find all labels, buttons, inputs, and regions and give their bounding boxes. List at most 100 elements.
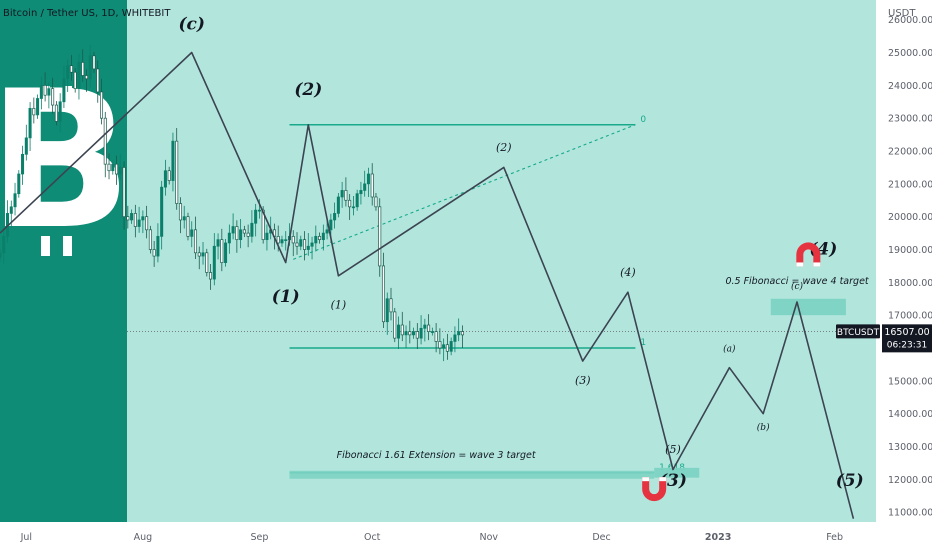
- candle-body: [13, 193, 17, 208]
- candle-body: [163, 170, 167, 188]
- price-tick-label: 18000.00: [888, 278, 932, 289]
- candle-body: [186, 216, 190, 237]
- candle-body: [351, 206, 355, 209]
- price-tick-label: 23000.00: [888, 114, 932, 125]
- time-axis-panel[interactable]: [0, 522, 876, 550]
- bitcoin-icon-bar: [63, 86, 72, 106]
- candle-body: [257, 209, 261, 212]
- candle-body: [442, 344, 446, 349]
- candle-body: [39, 85, 43, 99]
- candle-body: [318, 236, 322, 241]
- candle-body: [28, 107, 32, 139]
- time-axis[interactable]: Jul Aug Sep Oct Nov Dec 2023 Feb: [20, 532, 843, 543]
- candle-body: [216, 239, 220, 247]
- candle-body: [250, 222, 254, 237]
- wave-3-target-band: [289, 470, 655, 479]
- candle-body: [370, 173, 374, 198]
- wave-label: (1): [272, 287, 300, 307]
- candle-body: [107, 163, 111, 172]
- candle-body: [17, 173, 21, 195]
- magnet-tip: [642, 477, 650, 482]
- candle-body: [242, 229, 246, 234]
- wave-label: (3): [575, 374, 591, 387]
- candle-body: [224, 242, 228, 263]
- wave-label: (2): [496, 141, 512, 154]
- candle-body: [359, 190, 363, 195]
- magnet-tip: [796, 262, 804, 267]
- candle-body: [321, 232, 325, 241]
- candle-body: [314, 236, 318, 244]
- annotation-text: 0.5 Fibonacci = wave 4 target: [725, 276, 869, 287]
- candle-body: [66, 65, 70, 80]
- time-tick-label: Sep: [250, 532, 268, 543]
- candle-body: [62, 78, 66, 103]
- time-tick-label: Dec: [592, 532, 610, 543]
- candle-body: [69, 65, 73, 73]
- candle-body: [389, 298, 393, 313]
- candle-body: [197, 252, 201, 257]
- time-tick-label: Aug: [134, 532, 153, 543]
- candle-body: [261, 209, 265, 241]
- price-tick-label: 20000.00: [888, 212, 932, 223]
- price-tick-label: 11000.00: [888, 508, 932, 519]
- candle-body: [363, 183, 367, 191]
- wave-label: (b): [757, 422, 770, 433]
- candle-body: [438, 341, 442, 349]
- candle-body: [182, 216, 186, 221]
- candle-body: [92, 55, 96, 70]
- candle-body: [9, 206, 13, 214]
- candle-body: [408, 331, 412, 336]
- bar-countdown-label: 06:23:31: [887, 340, 927, 350]
- candle-body: [130, 213, 134, 221]
- time-tick-label: 2023: [705, 532, 731, 543]
- candlestick-series: [0, 44, 464, 362]
- candle-body: [427, 324, 431, 332]
- wave-label: (2): [294, 80, 322, 100]
- candle-body: [51, 88, 55, 106]
- wave-3-target-zone: [654, 467, 700, 478]
- bitcoin-icon-bar: [41, 236, 50, 256]
- symbol-tag-bg: [836, 324, 880, 339]
- symbol-title: Bitcoin / Tether US, 1D, WHITEBIT: [3, 8, 171, 19]
- bitcoin-icon-bar: [63, 236, 72, 256]
- candle-body: [156, 236, 160, 257]
- price-tick-label: 24000.00: [888, 81, 932, 92]
- candle-body: [430, 331, 434, 333]
- candle-body: [220, 239, 224, 263]
- candle-body: [348, 199, 352, 208]
- candle-body: [160, 186, 164, 237]
- time-tick-label: Oct: [364, 532, 381, 543]
- price-tick-label: 12000.00: [888, 475, 932, 486]
- candle-body: [336, 196, 340, 214]
- candle-body: [400, 324, 404, 336]
- candle-body: [201, 252, 205, 257]
- candle-body: [77, 62, 81, 89]
- candle-body: [148, 229, 152, 250]
- candle-body: [2, 236, 6, 254]
- candle-body: [344, 190, 348, 201]
- candle-body: [152, 249, 156, 257]
- candle-body: [81, 62, 85, 76]
- candle-body: [340, 190, 344, 198]
- candle-body: [415, 331, 419, 339]
- price-tag-bg: [882, 324, 932, 353]
- candle-body: [239, 229, 243, 241]
- candle-body: [235, 226, 239, 241]
- time-tick-label: Jul: [20, 532, 32, 543]
- annotation-text: Fibonacci 1.61 Extension = wave 3 target: [337, 450, 537, 461]
- candle-body: [118, 167, 122, 175]
- magnet-body: [796, 242, 821, 267]
- candle-body: [73, 71, 77, 89]
- price-axis-panel[interactable]: [876, 0, 932, 550]
- candle-body: [385, 298, 389, 323]
- currency-unit-label: USDT: [888, 8, 916, 19]
- candle-body: [212, 245, 216, 280]
- candle-body: [171, 140, 175, 181]
- candle-body: [366, 173, 370, 185]
- candle-body: [167, 170, 171, 181]
- candle-body: [96, 68, 100, 93]
- wave-label: (c): [179, 15, 205, 35]
- wave-label: (5): [665, 443, 681, 456]
